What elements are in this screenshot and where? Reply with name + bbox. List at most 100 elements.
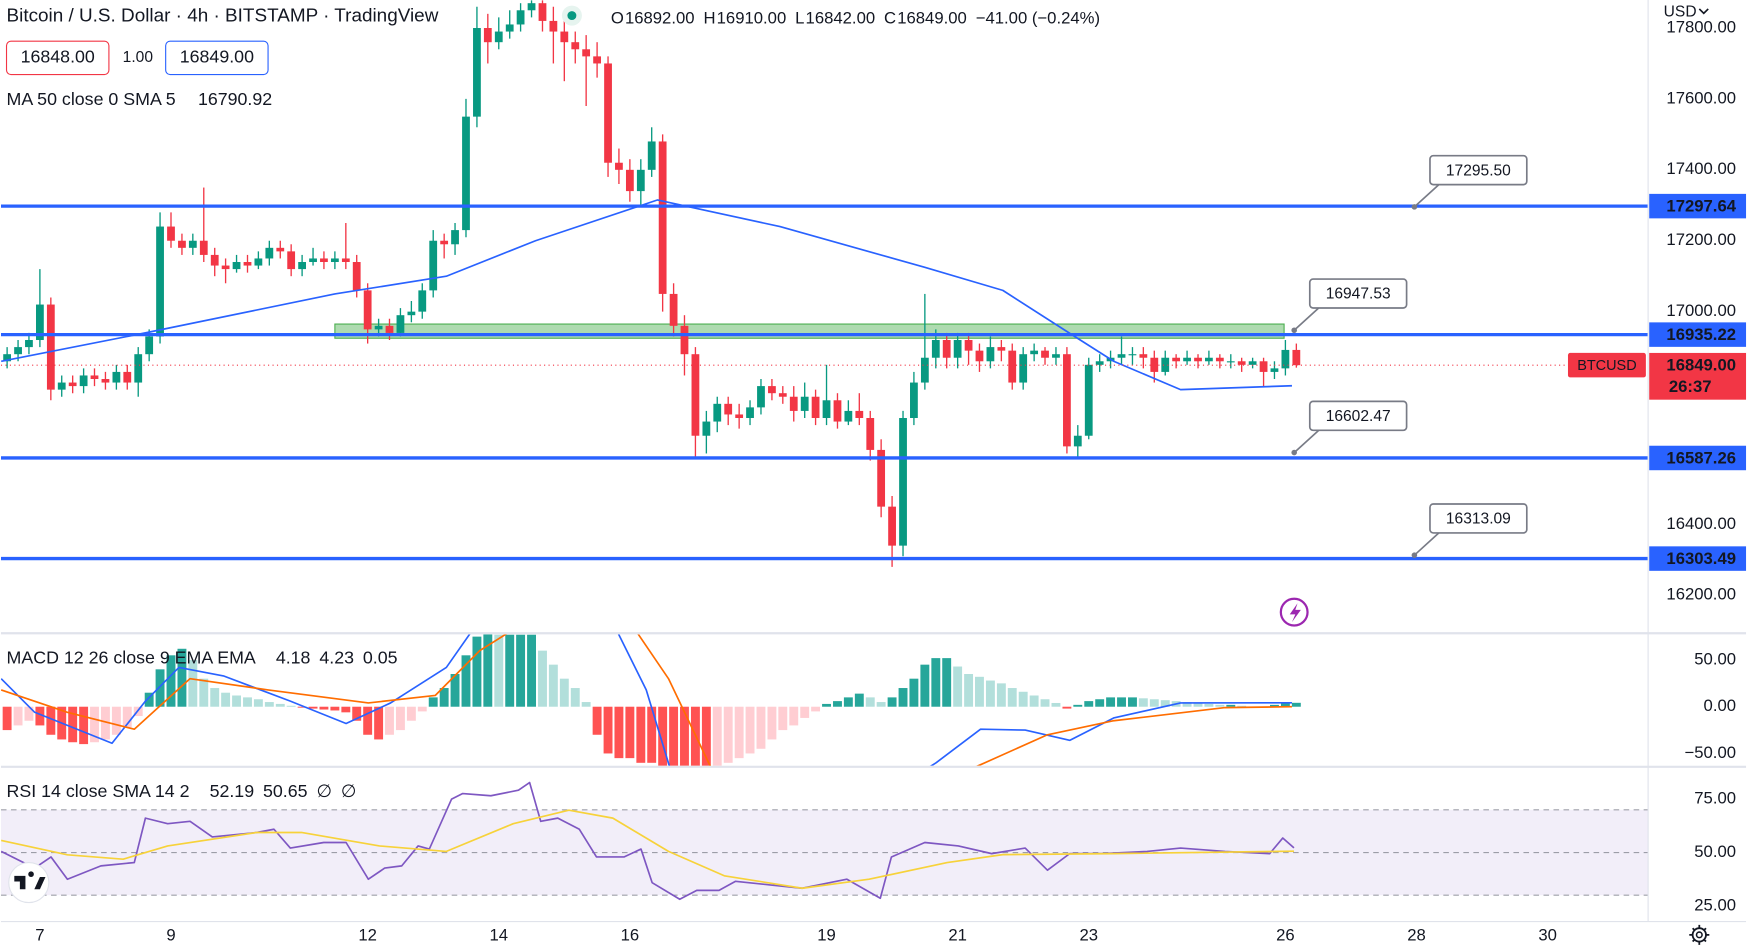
candle-body: [407, 311, 416, 316]
macd-line: [0, 634, 1292, 766]
candle-body: [920, 357, 929, 383]
candle-body: [735, 414, 744, 419]
level-axis-text: 16935.22: [1666, 325, 1736, 344]
histogram-bar: [1204, 703, 1214, 707]
histogram-bar: [472, 636, 482, 707]
histogram-bar: [1237, 705, 1247, 707]
histogram-bar: [253, 699, 263, 707]
histogram-bar: [1040, 699, 1050, 707]
histogram-bar: [363, 706, 373, 735]
histogram-bar: [1138, 698, 1148, 707]
callout-anchor: [1291, 327, 1297, 334]
candle-body: [1161, 357, 1170, 372]
y-tick-label: 16200.00: [1666, 585, 1736, 604]
callout-box: [1429, 154, 1528, 186]
histogram-bar: [1117, 697, 1126, 707]
candle-body: [1215, 357, 1224, 362]
callout-connector: [1293, 307, 1320, 331]
candle-body: [35, 304, 44, 341]
histogram-bar: [1051, 702, 1061, 707]
candle-body: [1117, 354, 1126, 358]
histogram-bar: [319, 706, 329, 710]
candle-body: [210, 254, 219, 266]
callout-box: [1308, 400, 1408, 432]
tradingview-logo[interactable]: [8, 861, 50, 904]
y-tick-label: 17600.00: [1666, 88, 1736, 107]
candle-body: [68, 382, 77, 387]
candle-body: [615, 162, 623, 170]
candle-body: [90, 375, 99, 380]
histogram-bar: [680, 706, 689, 766]
x-tick-label: 30: [1538, 925, 1557, 944]
histogram-bar: [1128, 697, 1137, 707]
x-tick-label: 16: [621, 925, 640, 944]
gear-hub: [1695, 931, 1703, 939]
candle-body: [1008, 350, 1017, 383]
lightning-bolt: [1289, 603, 1301, 623]
currency-button[interactable]: USD: [1664, 3, 1697, 20]
histogram-bar: [68, 706, 78, 743]
candle-body: [658, 141, 667, 294]
candle-body: [418, 290, 427, 312]
x-tick-label: 26: [1276, 925, 1295, 944]
moving-average-line: [1, 199, 1292, 391]
histogram-bar: [625, 706, 635, 759]
candle-body: [778, 393, 787, 397]
candle-body: [14, 347, 22, 355]
bid-button[interactable]: [5, 40, 110, 76]
histogram-bar: [111, 706, 121, 735]
histogram-bar: [297, 706, 307, 708]
candle-body: [254, 258, 263, 266]
ohlc-value: 16849.00: [897, 8, 967, 27]
histogram-bar: [483, 634, 493, 707]
candle-body: [866, 418, 875, 450]
histogram-bar: [461, 655, 471, 707]
y-tick-label: −50.00: [1685, 743, 1737, 762]
candle-body: [800, 396, 809, 411]
histogram-bar: [210, 688, 220, 707]
histogram-bar: [1226, 704, 1236, 707]
histogram-bar: [1084, 701, 1094, 707]
gear-teeth: [1689, 924, 1710, 945]
candle-body: [287, 251, 296, 270]
logo-circle: [8, 861, 50, 904]
histogram-bar: [1215, 704, 1225, 707]
callout-anchor: [1411, 552, 1418, 558]
candle-body: [986, 347, 995, 362]
candle-body: [1237, 361, 1246, 365]
settings-icon[interactable]: [1689, 924, 1710, 945]
candle-body: [833, 400, 842, 422]
candle-body: [910, 382, 918, 419]
level-axis-label: [1649, 546, 1747, 571]
histogram-bar: [122, 706, 132, 728]
candle-body: [931, 340, 940, 358]
candle-body: [593, 56, 601, 64]
candle-body: [276, 247, 285, 252]
candle-body: [1292, 349, 1301, 366]
candle-body: [462, 116, 470, 231]
histogram-bar: [756, 706, 766, 749]
histogram-bar: [822, 703, 831, 707]
callout-anchor: [1411, 204, 1418, 210]
y-tick-label: 50.00: [1694, 842, 1736, 861]
candle-body: [330, 258, 339, 263]
ohlc-key: L: [795, 8, 804, 27]
histogram-bar: [286, 705, 296, 707]
candle-body: [1270, 368, 1279, 372]
level-axis-label: [1649, 322, 1747, 347]
candle-body: [942, 340, 951, 358]
candle-body: [396, 315, 405, 333]
ask-button[interactable]: [165, 40, 269, 76]
histogram-bar: [789, 706, 799, 726]
lightning-icon[interactable]: [1279, 597, 1309, 627]
indicator-legend-name: RSI 14 close SMA 14 2: [7, 781, 190, 801]
candle-body: [178, 240, 186, 248]
x-tick-label: 9: [166, 925, 175, 944]
x-tick-label: 12: [358, 925, 377, 944]
histogram-bar: [898, 688, 908, 707]
candle-body: [1063, 354, 1071, 447]
histogram-bar: [243, 697, 252, 707]
histogram-bar: [406, 706, 416, 721]
